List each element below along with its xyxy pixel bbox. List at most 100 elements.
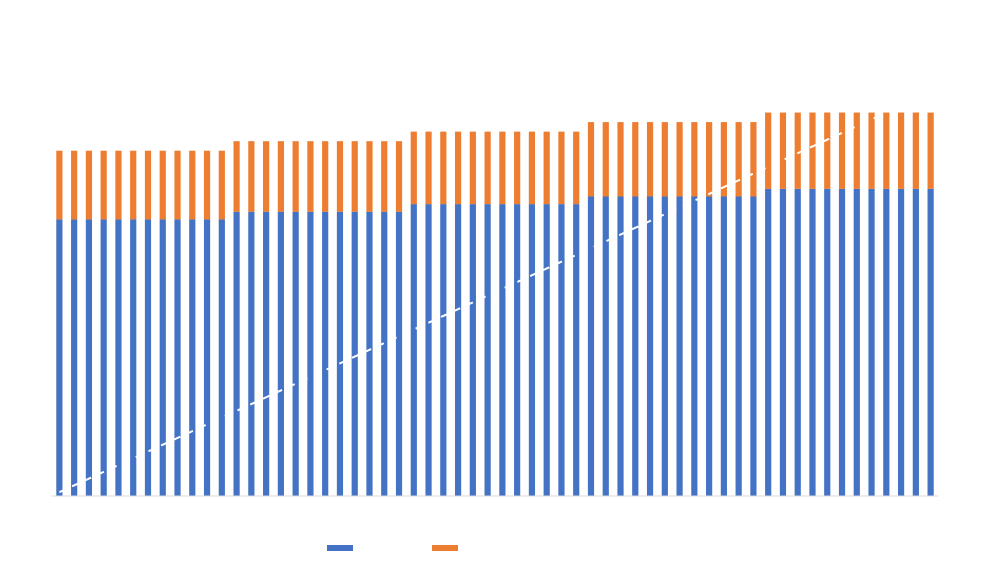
bar-series-2-14: [248, 141, 255, 212]
bar-series-2-41: [646, 122, 654, 197]
bar-series-1-21: [351, 211, 358, 496]
bar-series-1-18: [307, 211, 314, 496]
bar-series-1-25: [410, 204, 417, 496]
bar-series-1-7: [144, 219, 152, 496]
bars-group: [56, 112, 934, 497]
bar-series-1-13: [233, 211, 240, 496]
bar-series-2-12: [218, 150, 225, 220]
bar-series-2-53: [824, 112, 831, 189]
bar-series-1-59: [912, 188, 919, 497]
bar-series-2-2: [71, 150, 78, 220]
bar-series-1-54: [838, 188, 846, 497]
bar-series-2-49: [765, 112, 772, 189]
legend-swatch-series-1: [327, 545, 353, 551]
bar-series-1-58: [897, 188, 905, 497]
bar-series-1-43: [676, 196, 683, 497]
bar-series-2-55: [853, 112, 860, 189]
bar-series-1-4: [100, 219, 107, 496]
bar-series-1-11: [203, 219, 211, 496]
bar-series-1-33: [528, 204, 536, 496]
bar-series-2-40: [632, 122, 639, 197]
bar-series-2-22: [366, 141, 373, 212]
bar-series-2-45: [706, 122, 713, 197]
bar-series-2-17: [292, 141, 299, 212]
bar-series-1-51: [794, 188, 801, 497]
bar-series-1-27: [440, 204, 447, 496]
bar-series-2-18: [307, 141, 314, 212]
bar-series-2-21: [351, 141, 358, 212]
bar-series-2-52: [809, 112, 816, 189]
bar-series-2-23: [381, 141, 388, 212]
bar-series-2-29: [469, 131, 476, 205]
bar-series-2-35: [558, 131, 565, 205]
bar-series-2-4: [100, 150, 107, 220]
bar-series-1-29: [469, 204, 476, 496]
bar-series-1-6: [130, 219, 137, 496]
bar-series-1-1: [56, 219, 63, 496]
bar-series-2-26: [425, 131, 432, 205]
bar-series-2-37: [587, 122, 595, 197]
bar-series-2-10: [189, 150, 196, 220]
bar-series-1-39: [617, 196, 624, 497]
bar-series-1-31: [499, 204, 506, 496]
bar-series-2-30: [484, 131, 491, 205]
bar-series-2-25: [410, 131, 417, 205]
bar-series-2-54: [838, 112, 846, 189]
bar-series-2-1: [56, 150, 63, 220]
bar-series-2-5: [115, 150, 122, 220]
bar-series-1-53: [824, 188, 831, 497]
bar-series-2-7: [144, 150, 152, 220]
bar-series-2-9: [174, 150, 181, 220]
bar-series-2-51: [794, 112, 801, 189]
bar-series-1-47: [735, 196, 742, 497]
bar-series-2-57: [883, 112, 890, 189]
legend: [0, 540, 1000, 556]
bar-series-2-11: [203, 150, 211, 220]
bar-series-1-55: [853, 188, 860, 497]
bar-series-1-35: [558, 204, 565, 496]
bar-series-1-26: [425, 204, 432, 496]
bar-series-1-44: [691, 196, 698, 497]
bar-series-2-59: [912, 112, 919, 189]
bar-series-1-50: [779, 188, 787, 497]
bar-series-2-24: [395, 141, 403, 212]
bar-series-1-56: [868, 188, 875, 497]
bar-series-1-34: [543, 204, 550, 496]
bar-series-1-46: [720, 196, 727, 497]
bar-series-1-5: [115, 219, 122, 496]
trendline: [58, 111, 887, 494]
bar-series-2-42: [661, 122, 668, 197]
bar-series-2-6: [130, 150, 137, 220]
bar-series-2-20: [336, 141, 344, 212]
bar-series-2-16: [277, 141, 284, 212]
bar-series-2-8: [159, 150, 166, 220]
bar-series-1-49: [765, 188, 772, 497]
bar-series-1-2: [71, 219, 78, 496]
bar-series-1-28: [454, 204, 462, 496]
legend-swatch-series-2: [432, 545, 458, 551]
bar-series-2-27: [440, 131, 447, 205]
bar-series-1-36: [573, 204, 580, 496]
bar-series-2-13: [233, 141, 240, 212]
bar-series-2-34: [543, 131, 550, 205]
bar-series-1-24: [395, 211, 403, 496]
bar-series-2-19: [322, 141, 329, 212]
bar-series-1-15: [263, 211, 270, 496]
bar-series-1-41: [646, 196, 654, 497]
bar-series-1-23: [381, 211, 388, 496]
bar-series-1-17: [292, 211, 299, 496]
bar-series-2-33: [528, 131, 536, 205]
bar-series-2-58: [897, 112, 905, 189]
bar-series-1-9: [174, 219, 181, 496]
bar-series-1-40: [632, 196, 639, 497]
bar-series-2-48: [750, 122, 757, 197]
bar-series-1-3: [85, 219, 93, 496]
bar-series-1-32: [514, 204, 521, 496]
bar-series-1-48: [750, 196, 757, 497]
bar-series-1-12: [218, 219, 225, 496]
bar-series-2-43: [676, 122, 683, 197]
bar-series-1-60: [927, 188, 934, 497]
bar-series-2-38: [602, 122, 609, 197]
bar-series-1-45: [706, 196, 713, 497]
bar-series-2-60: [927, 112, 934, 189]
